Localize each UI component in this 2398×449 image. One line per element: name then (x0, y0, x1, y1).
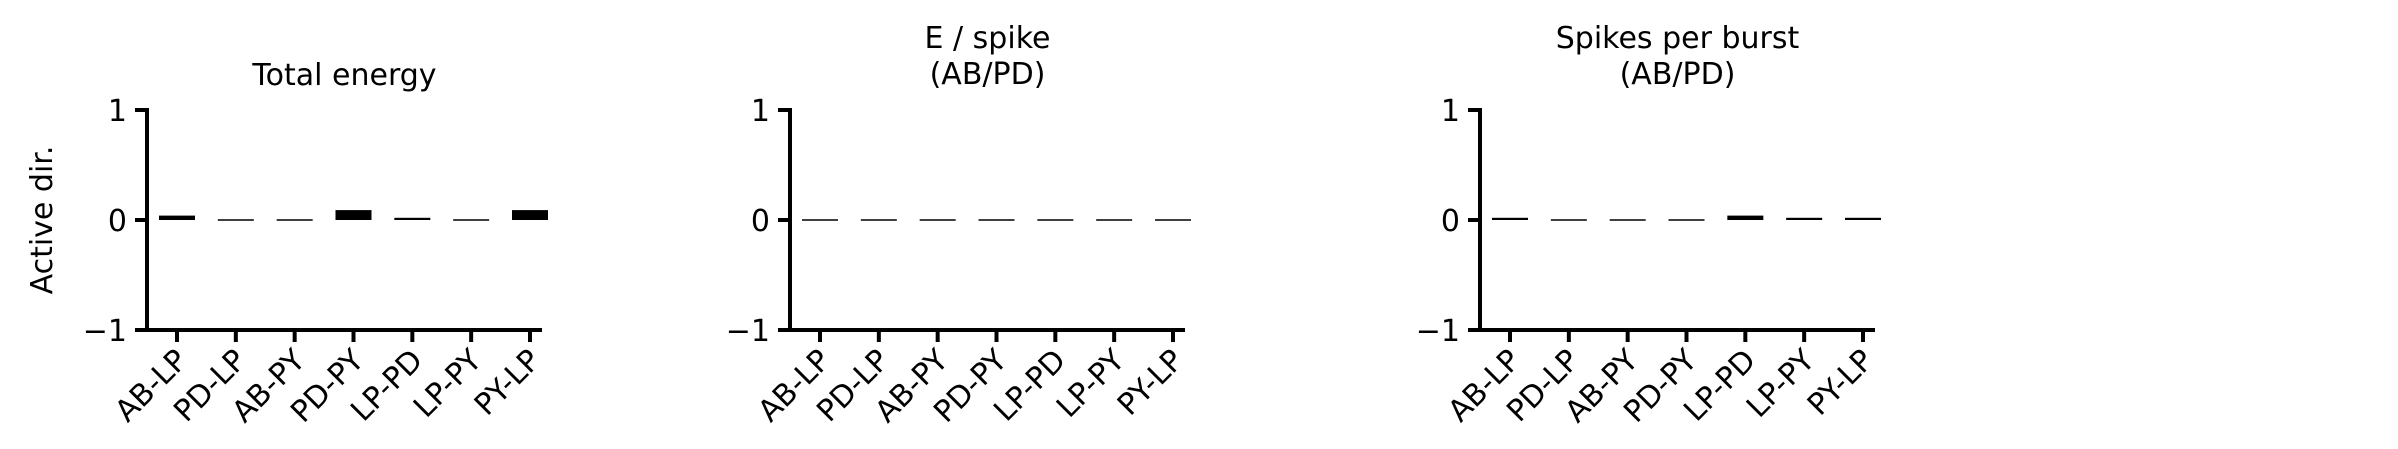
chart-title: Total energy (251, 58, 436, 93)
chart-panel-1: Total energy10−1AB-LPPD-LPAB-PYPD-PYLP-P… (83, 58, 548, 430)
chart-panels: Total energy10−1AB-LPPD-LPAB-PYPD-PYLP-P… (83, 21, 1881, 430)
bar (1550, 219, 1587, 221)
x-tick-label: LP-PY (1050, 342, 1132, 424)
bar (978, 219, 1015, 221)
y-tick-label: 0 (751, 204, 770, 239)
chart-title: (AB/PD) (930, 57, 1046, 92)
bar (453, 219, 490, 221)
x-tick-label: PY-LP (1801, 343, 1881, 423)
bar (335, 210, 372, 220)
y-tick-label: −1 (726, 314, 770, 349)
bar (159, 215, 195, 220)
chart-title: (AB/PD) (1620, 57, 1736, 92)
bar (217, 219, 254, 221)
bar (1727, 215, 1764, 220)
y-tick-label: 1 (108, 94, 127, 129)
y-tick-label: −1 (83, 314, 127, 349)
y-tick-label: 1 (751, 94, 770, 129)
bar (860, 219, 897, 221)
y-tick-label: 1 (1441, 94, 1460, 129)
y-tick-label: 0 (1441, 204, 1460, 239)
chart-panel-3: Spikes per burst(AB/PD)10−1AB-LPPD-LPAB-… (1416, 21, 1881, 430)
y-tick-label: 0 (108, 204, 127, 239)
bar (1609, 219, 1646, 221)
bar (1668, 219, 1705, 221)
x-tick-label: PY-LP (468, 343, 548, 423)
x-tick-label: LP-PY (407, 342, 489, 424)
y-tick-label: −1 (1416, 314, 1460, 349)
bar (394, 217, 431, 220)
bar (1096, 219, 1133, 221)
x-tick-label: PY-LP (1111, 343, 1191, 423)
bar (1845, 217, 1881, 220)
chart-title: Spikes per burst (1556, 21, 1800, 56)
x-tick-label: LP-PY (1740, 342, 1822, 424)
bar (1786, 217, 1823, 220)
bar (276, 219, 313, 221)
chart-panel-2: E / spike(AB/PD)10−1AB-LPPD-LPAB-PYPD-PY… (726, 21, 1191, 430)
bar (1155, 219, 1191, 221)
chart-title: E / spike (925, 21, 1051, 56)
y-axis-label: Active dir. (25, 146, 60, 295)
bar (919, 219, 956, 221)
bar (802, 219, 838, 221)
bar (512, 210, 548, 220)
bar (1492, 217, 1528, 220)
bar (1037, 219, 1074, 221)
